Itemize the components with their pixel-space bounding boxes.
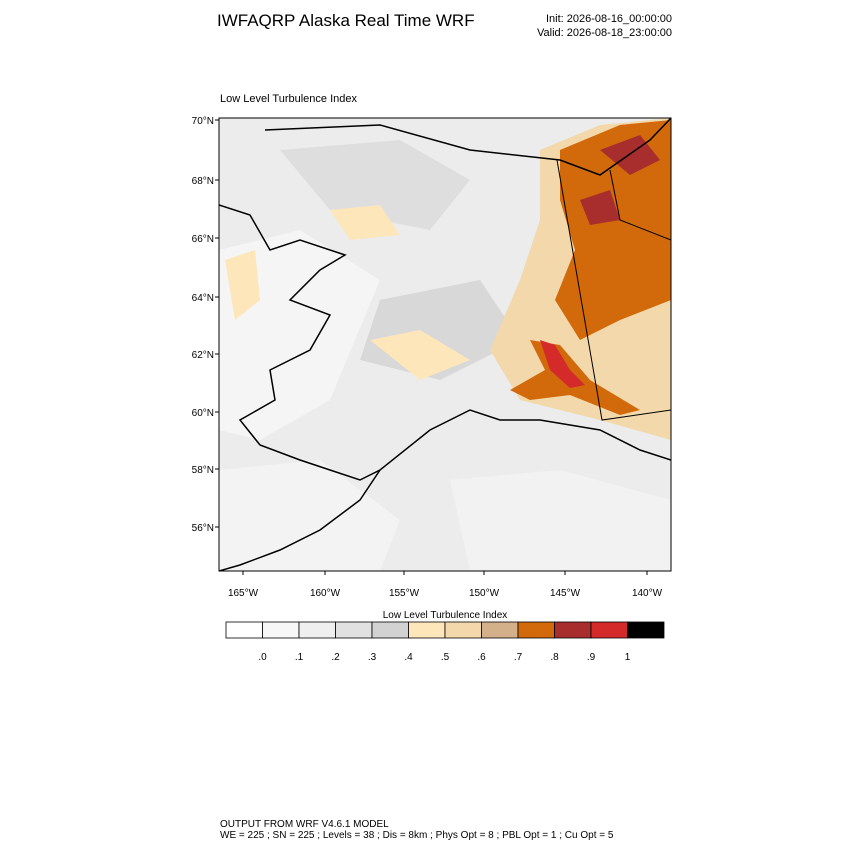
lat-label: 56°N bbox=[192, 523, 214, 534]
colorbar-box bbox=[627, 621, 665, 639]
lon-label: 165°W bbox=[228, 588, 259, 599]
map-frame bbox=[218, 117, 672, 572]
colorbar-box bbox=[590, 621, 628, 639]
lon-label: 145°W bbox=[550, 588, 581, 599]
colorbar-box bbox=[262, 621, 300, 639]
colorbar-label: .6 bbox=[477, 652, 486, 663]
colorbar-box bbox=[335, 621, 373, 639]
colorbar-label: 1 bbox=[625, 652, 631, 663]
map-title: Low Level Turbulence Index bbox=[220, 93, 357, 105]
colorbar-label: .9 bbox=[587, 652, 596, 663]
colorbar-box bbox=[298, 621, 336, 639]
colorbar-label: .0 bbox=[258, 652, 267, 663]
title: IWFAQRP Alaska Real Time WRF bbox=[217, 11, 475, 30]
map bbox=[219, 118, 671, 571]
colorbar-box bbox=[408, 621, 446, 639]
lat-label: 70°N bbox=[192, 116, 214, 127]
colorbar-label: .5 bbox=[441, 652, 450, 663]
lat-label: 60°N bbox=[192, 408, 214, 419]
lon-label: 150°W bbox=[469, 588, 500, 599]
colorbar-label: .2 bbox=[331, 652, 340, 663]
lat-label: 66°N bbox=[192, 234, 214, 245]
colorbar-label: .7 bbox=[514, 652, 523, 663]
colorbar-box bbox=[554, 621, 592, 639]
lat-label: 68°N bbox=[192, 176, 214, 187]
lat-label: 58°N bbox=[192, 465, 214, 476]
colorbar-label: .1 bbox=[295, 652, 304, 663]
colorbar-box bbox=[371, 621, 409, 639]
footer-line1: OUTPUT FROM WRF V4.6.1 MODEL bbox=[220, 819, 389, 830]
lon-label: 160°W bbox=[310, 588, 341, 599]
colorbar-box bbox=[481, 621, 519, 639]
colorbar-label: .4 bbox=[404, 652, 413, 663]
footer-line2: WE = 225 ; SN = 225 ; Levels = 38 ; Dis … bbox=[220, 830, 614, 841]
colorbar-title: Low Level Turbulence Index bbox=[383, 610, 508, 621]
colorbar-label: .8 bbox=[550, 652, 559, 663]
init-time: Init: 2026-08-16_00:00:00 bbox=[546, 13, 672, 25]
colorbar-box bbox=[225, 621, 263, 639]
colorbar-label: .3 bbox=[368, 652, 377, 663]
lon-label: 155°W bbox=[389, 588, 420, 599]
valid-time: Valid: 2026-08-18_23:00:00 bbox=[537, 27, 672, 39]
colorbar-box bbox=[444, 621, 482, 639]
lat-label: 62°N bbox=[192, 350, 214, 361]
lon-label: 140°W bbox=[632, 588, 663, 599]
lat-label: 64°N bbox=[192, 293, 214, 304]
colorbar-box bbox=[517, 621, 555, 639]
